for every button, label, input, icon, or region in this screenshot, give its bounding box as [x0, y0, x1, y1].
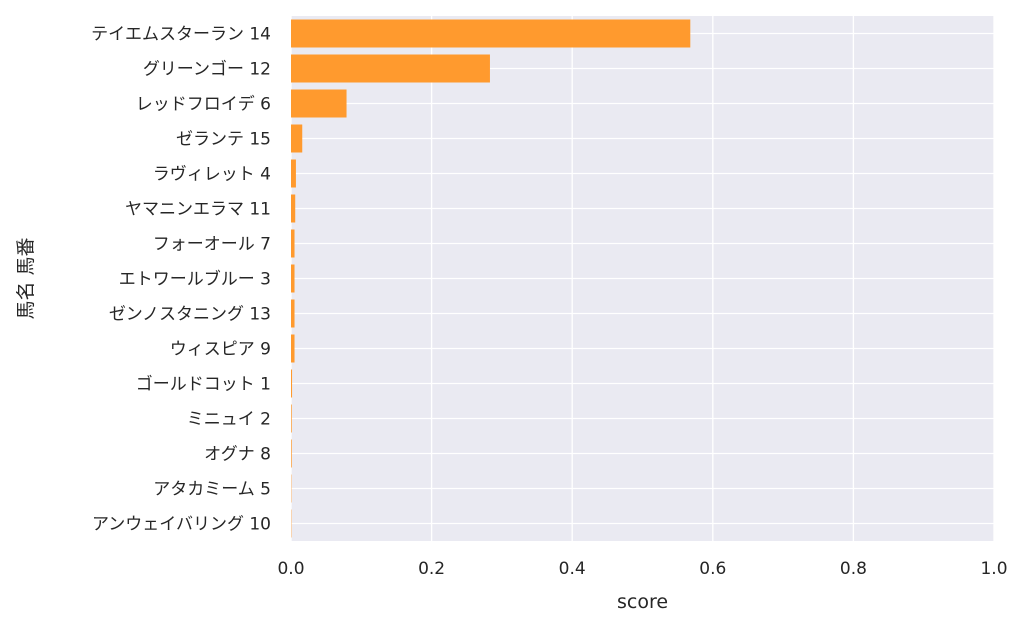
y-tick-label: ゴールドコット 1: [136, 374, 271, 395]
bar: [291, 264, 295, 293]
x-axis-label: score: [617, 591, 668, 613]
y-tick-label: ミニュイ 2: [187, 410, 271, 430]
y-tick-label: アタカミーム 5: [153, 480, 271, 500]
y-tick-label: アンウェイバリング 10: [92, 515, 271, 535]
bar: [291, 404, 292, 433]
bar: [291, 299, 295, 328]
x-tick-label: 0.0: [277, 559, 304, 579]
x-tick-labels: 0.0 0.2 0.4 0.6 0.8 1.0: [277, 559, 1007, 579]
y-tick-label: レッドフロイデ 6: [136, 94, 271, 115]
bar: [291, 19, 691, 48]
y-tick-label: オグナ 8: [204, 445, 271, 465]
y-tick-label: ゼンノスタニング 13: [109, 305, 271, 325]
bar: [291, 334, 295, 363]
y-tick-label: エトワールブルー 3: [119, 269, 271, 290]
bars: [291, 19, 691, 538]
x-tick-label: 0.6: [699, 559, 726, 579]
bar: [291, 369, 293, 398]
y-axis-label: 馬名 馬番: [15, 237, 37, 319]
y-tick-labels: テイエムスターラン 14 グリーンゴー 12 レッドフロイデ 6 ゼランテ 15 ラヴィ…: [91, 25, 271, 535]
y-tick-label: ラヴィレット 4: [153, 165, 271, 185]
bar: [291, 89, 347, 118]
bar: [291, 229, 295, 258]
y-tick-label: グリーンゴー 12: [143, 59, 271, 80]
y-tick-label: ヤマニンエラマ 11: [125, 200, 271, 220]
bar: [291, 54, 490, 83]
x-tick-label: 0.8: [840, 559, 867, 579]
y-tick-label: テイエムスターラン 14: [91, 25, 271, 45]
y-tick-label: ゼランテ 15: [176, 130, 271, 150]
x-tick-label: 0.4: [559, 559, 586, 579]
bar: [291, 124, 303, 153]
y-tick-label: フォーオール 7: [153, 235, 271, 255]
y-tick-label: ウィスピア 9: [170, 340, 271, 360]
x-tick-label: 1.0: [980, 559, 1007, 579]
bar: [291, 439, 292, 468]
bar: [291, 194, 296, 223]
bar: [291, 159, 296, 188]
x-tick-label: 0.2: [418, 559, 445, 579]
